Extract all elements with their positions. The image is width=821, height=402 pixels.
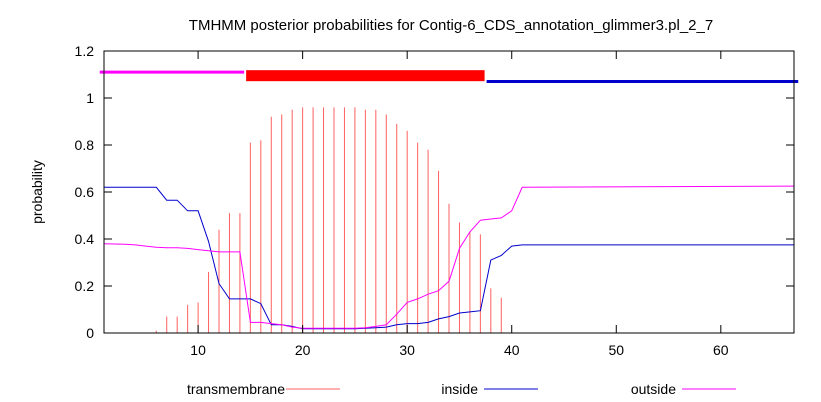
x-tick-label: 30 bbox=[399, 342, 415, 358]
axis-ticks: 0 0.2 0.4 0.6 0.8 1 1.2 10 20 30 40 50 60 bbox=[75, 43, 794, 358]
y-tick-label: 0 bbox=[86, 325, 94, 341]
chart-title: TMHMM posterior probabilities for Contig… bbox=[189, 17, 713, 34]
y-tick-label: 0.4 bbox=[75, 231, 95, 247]
legend-label-outside: outside bbox=[631, 381, 676, 397]
legend: transmembrane inside outside bbox=[187, 381, 736, 397]
x-tick-label: 40 bbox=[504, 342, 520, 358]
x-tick-label: 20 bbox=[295, 342, 311, 358]
y-tick-label: 0.8 bbox=[75, 137, 95, 153]
topology-transmembrane bbox=[246, 70, 485, 82]
x-tick-label: 10 bbox=[190, 342, 206, 358]
y-tick-label: 0.6 bbox=[75, 184, 95, 200]
y-tick-label: 1 bbox=[86, 90, 94, 106]
y-tick-label: 1.2 bbox=[75, 43, 95, 59]
x-tick-label: 50 bbox=[608, 342, 624, 358]
topology-bars bbox=[99, 70, 799, 84]
y-axis-label: probability bbox=[29, 160, 45, 224]
legend-label-transmembrane: transmembrane bbox=[187, 381, 285, 397]
legend-label-inside: inside bbox=[441, 381, 478, 397]
transmembrane-impulses bbox=[145, 107, 502, 333]
x-tick-label: 60 bbox=[713, 342, 729, 358]
y-tick-label: 0.2 bbox=[75, 278, 95, 294]
